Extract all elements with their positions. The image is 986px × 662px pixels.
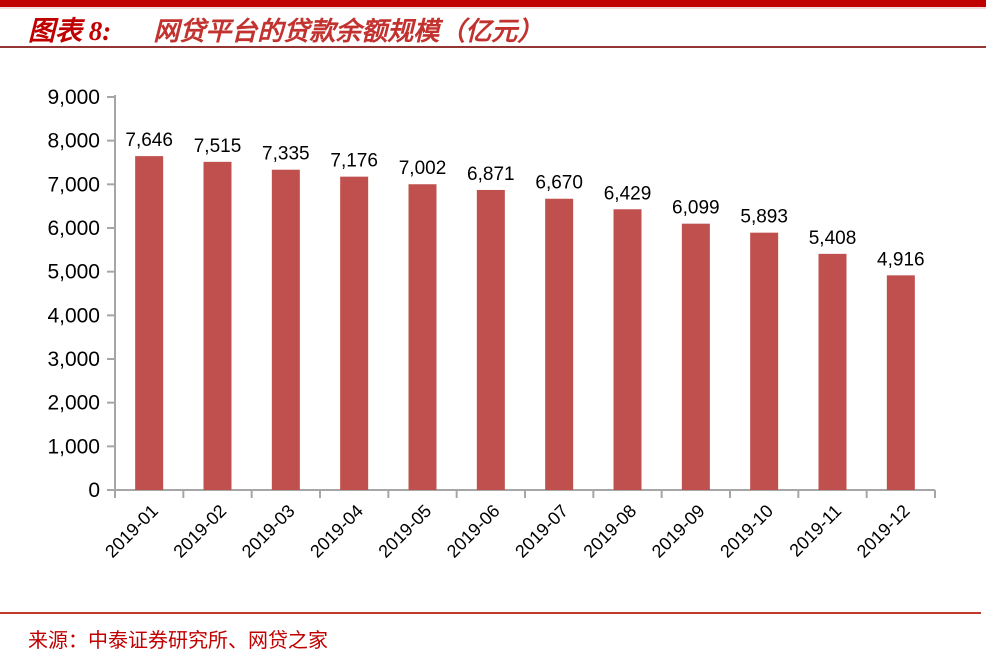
figure-header: 图表 8: 网贷平台的贷款余额规模（亿元） — [28, 9, 958, 48]
bar-value-label: 6,429 — [604, 183, 652, 204]
bar-2019-02 — [203, 161, 232, 490]
bar-2019-12 — [886, 275, 915, 490]
bar-value-label: 7,335 — [262, 144, 310, 165]
bar-value-label: 7,646 — [125, 130, 173, 151]
bar-2019-07 — [545, 198, 574, 490]
bar-2019-08 — [613, 209, 642, 490]
bar-value-label: 7,515 — [194, 136, 242, 157]
bar-2019-09 — [681, 223, 710, 490]
bar-2019-06 — [476, 189, 505, 490]
bar-2019-05 — [408, 184, 437, 490]
footer-divider — [0, 612, 981, 614]
x-axis-category-label: 2019-09 — [648, 501, 709, 562]
bar-2019-04 — [340, 176, 369, 490]
top-accent-bar — [0, 0, 986, 9]
bar-2019-10 — [750, 232, 779, 490]
x-axis-category-label: 2019-04 — [306, 501, 367, 562]
y-axis-tick-label: 0 — [88, 479, 100, 502]
bar-chart-canvas: 0 1,000 2,000 3,000 4,000 5,000 6,000 7,000 8,00… — [47, 86, 936, 562]
y-axis-tick-label: 5,000 — [47, 261, 100, 284]
y-axis-tick-label: 4,000 — [47, 304, 100, 327]
x-axis-category-label: 2019-01 — [101, 501, 162, 562]
x-axis-category-label: 2019-06 — [443, 501, 504, 562]
x-axis-category-label: 2019-07 — [511, 501, 572, 562]
y-axis-tick-label: 6,000 — [47, 217, 100, 240]
y-axis-tick-label: 7,000 — [47, 173, 100, 196]
bar-value-label: 7,002 — [399, 158, 447, 179]
source-note: 来源：中泰证券研究所、网贷之家 — [28, 630, 328, 652]
bar-2019-01 — [135, 156, 164, 490]
figure-label: 图表 8: — [28, 16, 112, 46]
bar-value-label: 5,893 — [740, 207, 788, 228]
x-axis-category-label: 2019-12 — [853, 501, 914, 562]
header-divider — [0, 46, 986, 48]
x-axis-category-label: 2019-05 — [374, 501, 435, 562]
y-axis-tick-label: 3,000 — [47, 348, 100, 371]
bar-value-label: 7,176 — [330, 151, 378, 172]
bar-2019-11 — [818, 253, 847, 490]
figure-title: 网贷平台的贷款余额规模（亿元） — [153, 17, 544, 46]
y-axis-tick-label: 1,000 — [47, 435, 100, 458]
bar-2019-03 — [271, 169, 300, 490]
y-axis-tick-label: 8,000 — [47, 130, 100, 153]
x-axis-category-label: 2019-02 — [169, 501, 230, 562]
x-axis-category-label: 2019-11 — [785, 501, 845, 561]
bar-value-label: 6,871 — [467, 164, 515, 185]
x-axis-category-label: 2019-03 — [238, 501, 299, 562]
y-axis-tick-label: 9,000 — [47, 86, 100, 109]
y-axis-tick-label: 2,000 — [47, 392, 100, 415]
x-axis-category-label: 2019-10 — [716, 501, 777, 562]
bar-value-label: 6,670 — [535, 173, 583, 194]
x-axis-category-label: 2019-08 — [579, 501, 640, 562]
bar-value-label: 6,099 — [672, 198, 720, 219]
bar-chart: 0 1,000 2,000 3,000 4,000 5,000 6,000 7,000 8,00… — [0, 58, 986, 606]
bar-value-label: 4,916 — [877, 249, 925, 270]
bar-value-label: 5,408 — [809, 228, 857, 249]
